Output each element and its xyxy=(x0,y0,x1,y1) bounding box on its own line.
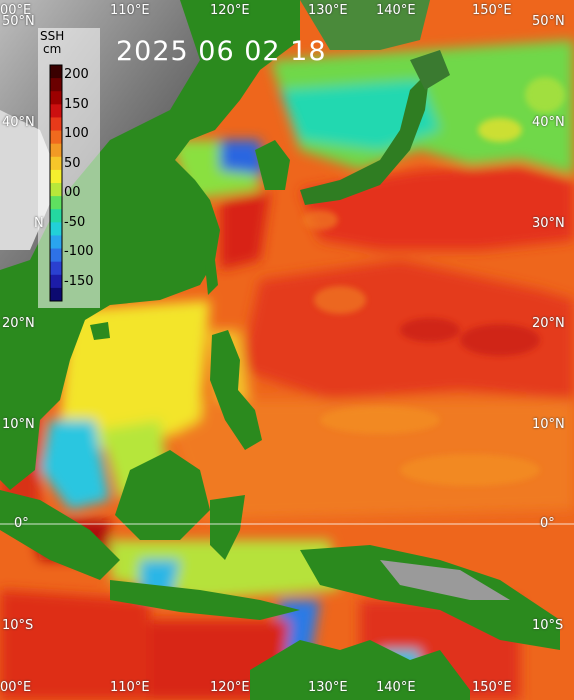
date-title: 2025 06 02 18 xyxy=(116,36,327,67)
lat-label-left-30n: N xyxy=(34,216,44,231)
lon-label-top-150: 150°E xyxy=(472,3,512,18)
colorbar-swatch xyxy=(50,183,62,197)
lat-label-right-10s: 10°S xyxy=(532,618,564,633)
colorbar-swatch xyxy=(50,209,62,223)
lat-label-right-40n: 40°N xyxy=(532,115,565,130)
colorbar-swatch xyxy=(50,91,62,105)
contour-patches xyxy=(302,77,565,486)
borneo xyxy=(115,450,210,540)
colorbar-swatch xyxy=(50,65,62,79)
south-indian-red xyxy=(0,590,150,700)
australia xyxy=(250,640,470,700)
colorbar-swatch xyxy=(50,274,62,289)
colorbar-swatches xyxy=(50,65,62,302)
lat-label-left-20n: 20°N xyxy=(2,316,35,331)
colorbar-swatch xyxy=(50,222,62,236)
lat-label-left-10n: 10°N xyxy=(2,417,35,432)
lon-label-bottom-140: 140°E xyxy=(376,680,416,695)
colorbar-swatch xyxy=(50,117,62,132)
colorbar-frame xyxy=(49,64,63,302)
sulawesi xyxy=(210,495,245,560)
colorbar-tick-label: 50 xyxy=(64,155,81,171)
colorbar-swatch xyxy=(50,78,62,92)
lat-label-right-20n: 20°N xyxy=(532,316,565,331)
east-china-red xyxy=(220,190,270,270)
java xyxy=(110,580,300,620)
colorbar-swatch xyxy=(50,104,62,118)
lat-label-left-40n: 40°N xyxy=(2,115,35,130)
philippines xyxy=(210,330,262,450)
colorbar xyxy=(38,28,100,308)
lon-label-top-130: 130°E xyxy=(308,3,348,18)
colorbar-title: SSH cm xyxy=(40,30,64,56)
colorbar-swatch xyxy=(50,287,62,302)
hokkaido xyxy=(410,50,450,90)
korea xyxy=(255,140,290,190)
colorbar-tick-label: 100 xyxy=(64,126,89,141)
lat-label-right-50n: 50°N xyxy=(532,14,565,29)
lat-label-right-30n: 30°N xyxy=(532,216,565,231)
bohai-blue xyxy=(220,140,265,175)
colorbar-swatch xyxy=(50,156,62,171)
colorbar-swatch xyxy=(50,143,62,158)
lat-label-left-10s: 10°S xyxy=(2,618,34,633)
colorbar-title-unit: cm xyxy=(42,42,62,56)
colorbar-tick-label: -50 xyxy=(64,214,86,230)
colorbar-swatch xyxy=(50,235,62,250)
colorbar-swatch xyxy=(50,248,62,263)
colorbar-tick-label: -100 xyxy=(64,244,94,259)
russia-far-east xyxy=(300,0,430,50)
colorbar-swatch xyxy=(50,130,62,145)
tropical-orange xyxy=(160,400,574,520)
lon-label-top-100: 00°E xyxy=(0,3,32,18)
lat-label-right-0: 0° xyxy=(540,516,555,531)
colorbar-tick-label: 150 xyxy=(64,96,89,112)
lon-label-bottom-120: 120°E xyxy=(210,680,250,695)
colorbar-swatch xyxy=(50,169,62,184)
lat-label-left-50n: 50°N xyxy=(2,14,35,29)
sumatra xyxy=(0,490,120,580)
colorbar-tick-label: 200 xyxy=(64,67,89,82)
hainan xyxy=(90,322,110,340)
lat-label-left-0: 0° xyxy=(14,516,29,531)
lon-label-bottom-100: 00°E xyxy=(0,680,32,695)
colorbar-title-ssh: SSH xyxy=(40,29,65,43)
lon-label-top-140: 140°E xyxy=(376,3,416,18)
scs-yellow xyxy=(60,300,210,460)
taiwan xyxy=(205,260,218,295)
lon-label-top-110: 110°E xyxy=(110,3,150,18)
lon-label-bottom-150: 150°E xyxy=(472,680,512,695)
colorbar-swatch xyxy=(50,261,62,276)
lon-label-bottom-110: 110°E xyxy=(110,680,150,695)
lon-label-bottom-130: 130°E xyxy=(308,680,348,695)
lon-label-top-120: 120°E xyxy=(210,3,250,18)
lat-label-right-10n: 10°N xyxy=(532,417,565,432)
new-guinea xyxy=(300,545,560,650)
colorbar-swatch xyxy=(50,196,62,210)
japan xyxy=(300,70,430,205)
gulf-thailand-cyan xyxy=(40,420,110,510)
colorbar-tick-label: -150 xyxy=(64,273,94,289)
colorbar-tick-label: 00 xyxy=(64,185,81,200)
new-guinea-peaks xyxy=(380,560,510,600)
colorbar-bg xyxy=(38,28,100,308)
